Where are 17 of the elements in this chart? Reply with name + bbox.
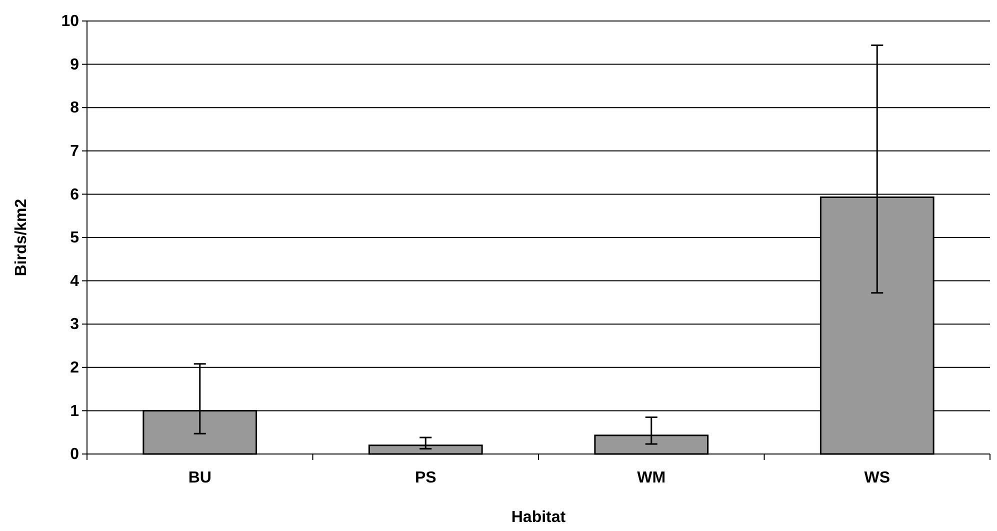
x-tick-label: BU [188,470,212,487]
x-axis-title: Habitat [511,509,566,526]
x-tick-label: WS [864,470,890,487]
y-tick-label: 9 [70,56,80,74]
y-axis-title: Birds/km2 [13,198,30,276]
x-tick-label: PS [414,470,437,487]
y-tick-label: 10 [61,13,80,30]
y-tick-label: 5 [70,230,80,247]
y-tick-label: 0 [70,446,80,464]
y-tick-label: 7 [70,143,80,160]
y-tick-label: 4 [70,272,80,290]
y-tick-label: 3 [70,316,80,334]
y-tick-label: 6 [70,186,80,204]
x-tick-label: WM [637,470,666,487]
y-tick-label: 8 [70,100,80,117]
y-tick-label: 2 [70,360,80,377]
y-tick-label: 1 [70,402,80,420]
